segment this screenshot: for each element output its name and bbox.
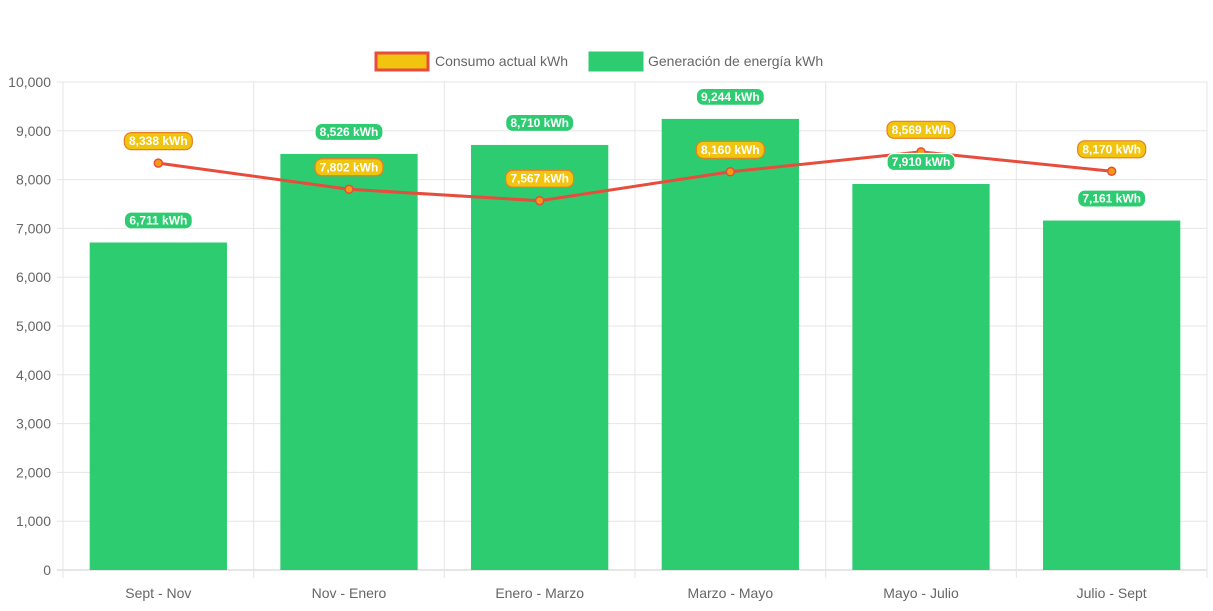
bar-data-label-bg: [505, 113, 575, 133]
x-axis-ticks: Sept - Nov Nov - Enero Enero - Marzo Marzo …: [125, 585, 1147, 601]
x-tick-label: Marzo - Mayo: [688, 585, 774, 601]
y-tick-label: 10,000: [8, 74, 51, 90]
bar-data-label-text: 8,526 kWh: [320, 125, 379, 139]
line-point[interactable]: [534, 195, 545, 206]
x-tick-label: Sept - Nov: [125, 585, 191, 601]
grid-lines: [57, 81, 1208, 578]
bar-data-label-bg: [695, 87, 765, 106]
line-data-label-bg: [123, 132, 193, 151]
y-tick-label: 3,000: [16, 416, 51, 432]
x-tick-label: Enero - Marzo: [495, 585, 584, 601]
bar[interactable]: [89, 242, 227, 570]
y-tick-label: 2,000: [16, 464, 51, 480]
legend-item-generacion[interactable]: Generación de energía kWh: [588, 51, 823, 72]
x-tick-label: Mayo - Julio: [883, 585, 959, 601]
y-tick-label: 8,000: [16, 172, 51, 188]
data-labels: 6,711 kWh 8,526 kWh 8,710 kWh 9,244 kWh 7,91…: [123, 87, 1147, 230]
line-data-label-bg: [886, 120, 956, 139]
line-point[interactable]: [344, 184, 354, 195]
bar-data-label: 8,526 kWh: [314, 122, 384, 142]
line-point[interactable]: [1106, 166, 1117, 177]
line-data-label: 8,338 kWh: [123, 132, 193, 151]
bar[interactable]: [471, 144, 609, 570]
line-data-label-bg: [1077, 140, 1147, 159]
y-tick-label: 1,000: [16, 513, 51, 529]
y-tick-label: 0: [43, 562, 51, 578]
line-data-label-text: 7,802 kWh: [320, 160, 379, 174]
line-data-label-bg: [505, 169, 575, 188]
line-data-label: 8,160 kWh: [695, 140, 765, 159]
line-point[interactable]: [725, 167, 736, 177]
x-tick-label: Julio - Sept: [1077, 585, 1147, 601]
line-point[interactable]: [153, 158, 164, 168]
bar-data-label: 9,244 kWh: [695, 87, 765, 106]
line-data-label-text: 7,567 kWh: [510, 172, 569, 186]
y-tick-label: 9,000: [16, 123, 51, 139]
y-tick-label: 5,000: [16, 318, 51, 334]
legend-swatch-consumo: [374, 51, 430, 72]
bar-data-label-text: 7,161 kWh: [1082, 192, 1141, 206]
bar[interactable]: [661, 118, 799, 571]
line-data-label-bg: [314, 158, 384, 177]
legend-label-generacion: Generación de energía kWh: [648, 53, 823, 69]
legend: Consumo actual kWh Generación de energía…: [374, 51, 823, 72]
bar-data-label-bg: [886, 152, 956, 172]
line-data-label: 7,567 kWh: [505, 169, 575, 188]
bar[interactable]: [1043, 220, 1181, 570]
line-data-label-text: 8,338 kWh: [129, 134, 188, 148]
x-tick-label: Nov - Enero: [312, 585, 387, 601]
y-axis-ticks: 0 1,000 2,000 3,000 4,000 5,000 6,000 7,000 8,00…: [8, 74, 51, 578]
line-data-label: 7,802 kWh: [314, 158, 384, 177]
bar-data-label: 7,161 kWh: [1077, 189, 1147, 208]
line-data-label-text: 8,160 kWh: [701, 143, 760, 157]
bar-data-label-text: 7,910 kWh: [892, 155, 951, 169]
y-tick-label: 6,000: [16, 269, 51, 285]
bar-data-label-bg: [314, 122, 384, 142]
bar[interactable]: [852, 183, 990, 570]
line-data-label: 8,170 kWh: [1077, 140, 1147, 159]
bar-data-label-bg: [1077, 189, 1147, 208]
bar-data-label-text: 6,711 kWh: [129, 214, 187, 228]
bar-data-label-bg: [123, 211, 193, 230]
bar-data-label-text: 9,244 kWh: [701, 90, 760, 104]
line-data-label-text: 8,569 kWh: [892, 123, 951, 137]
legend-label-consumo: Consumo actual kWh: [435, 53, 568, 69]
bar-data-label: 6,711 kWh: [123, 211, 193, 230]
line-data-label-bg: [695, 140, 765, 159]
legend-item-consumo[interactable]: Consumo actual kWh: [374, 51, 568, 72]
line-data-label-text: 8,170 kWh: [1082, 142, 1141, 156]
y-tick-label: 7,000: [16, 220, 51, 236]
y-tick-label: 4,000: [16, 367, 51, 383]
bar-series: [89, 118, 1181, 571]
bar-data-label: 7,910 kWh: [886, 152, 956, 172]
bar-data-label-text: 8,710 kWh: [510, 116, 569, 130]
line-data-label: 8,569 kWh: [886, 120, 956, 139]
bar[interactable]: [280, 153, 418, 570]
legend-swatch-generacion: [588, 51, 644, 72]
bar-data-label: 8,710 kWh: [505, 113, 575, 133]
